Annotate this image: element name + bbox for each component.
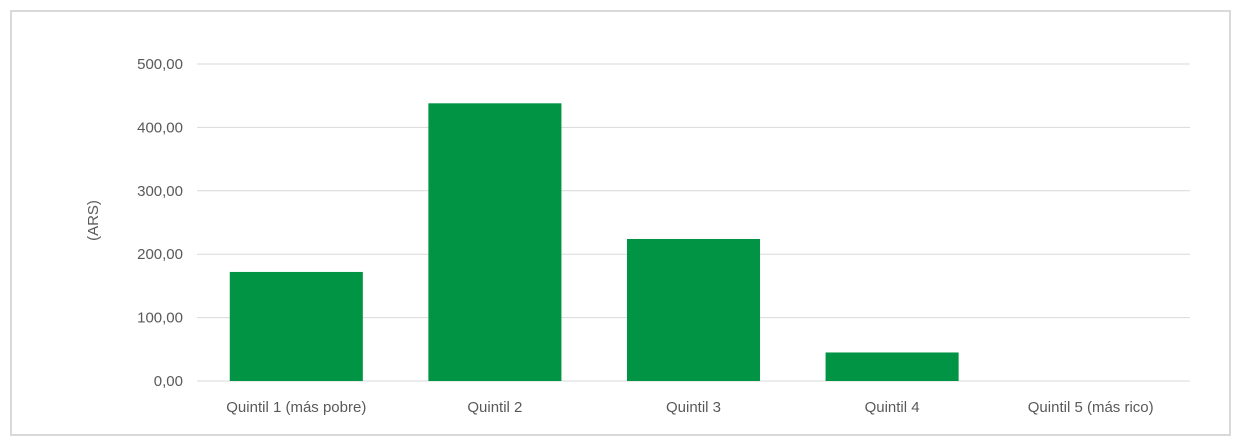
y-tick-label: 500,00 bbox=[137, 56, 183, 73]
y-tick-label: 100,00 bbox=[137, 310, 183, 327]
bar bbox=[825, 352, 959, 381]
y-tick-labels: 0,00 100,00 200,00 300,00 400,00 500,00 bbox=[137, 56, 183, 390]
x-tick-label: Quintil 5 (más rico) bbox=[1028, 399, 1154, 416]
bars bbox=[229, 103, 959, 382]
y-tick-label: 0,00 bbox=[154, 373, 183, 390]
y-tick-label: 400,00 bbox=[137, 119, 183, 136]
y-tick-label: 300,00 bbox=[137, 183, 183, 200]
chart-frame bbox=[10, 10, 1231, 436]
y-tick-label: 200,00 bbox=[137, 246, 183, 263]
x-tick-label: Quintil 2 bbox=[467, 399, 522, 416]
x-tick-label: Quintil 1 (más pobre) bbox=[226, 399, 366, 416]
bar bbox=[229, 271, 363, 381]
bar bbox=[428, 103, 562, 382]
x-tick-label: Quintil 4 bbox=[865, 399, 920, 416]
bar bbox=[626, 238, 761, 381]
x-tick-labels: Quintil 1 (más pobre) Quintil 2 Quintil 3 Q… bbox=[226, 399, 1153, 416]
y-axis-title: (ARS) bbox=[85, 200, 102, 241]
x-tick-label: Quintil 3 bbox=[666, 399, 721, 416]
